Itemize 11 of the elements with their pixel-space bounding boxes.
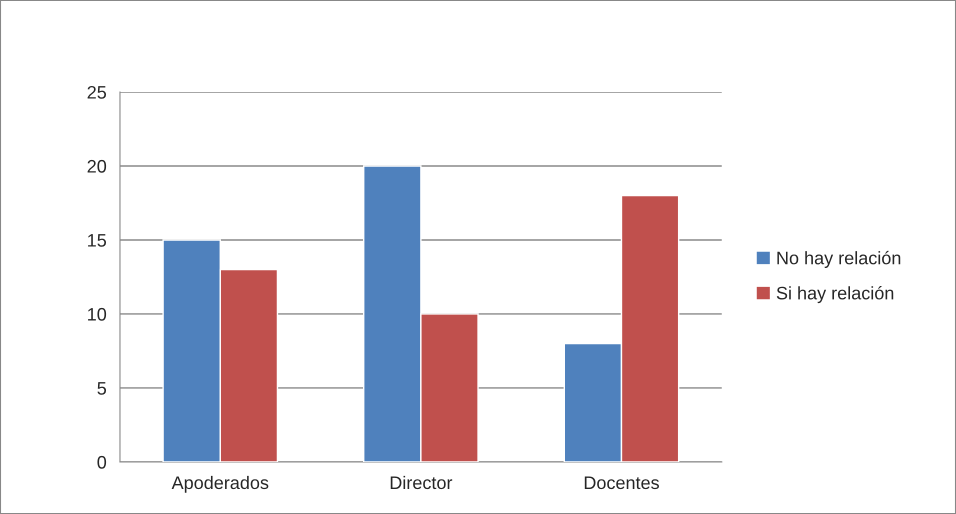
y-tick-label: 10 [88,308,106,321]
legend-label: Si hay relación [776,286,894,304]
y-tick-label: 5 [97,382,106,395]
y-tick-label: 0 [97,456,106,469]
x-tick-label: Apoderados [172,476,268,493]
y-tick-label: 15 [88,234,106,247]
legend-label: No hay relación [777,250,900,268]
y-tick-label: 20 [88,160,106,173]
y-tick-label: 25 [88,86,106,99]
x-tick-label: Director [390,476,452,490]
x-tick-label: Docentes [584,476,659,490]
